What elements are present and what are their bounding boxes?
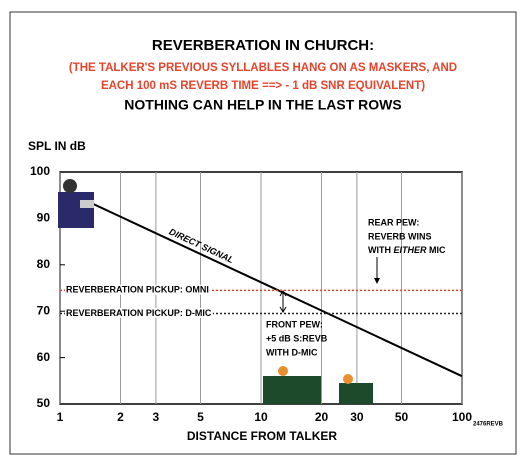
- x-axis-label: DISTANCE FROM TALKER: [187, 429, 338, 443]
- label-background: [65, 284, 210, 295]
- arrow-head: [374, 278, 380, 284]
- annotation: WITH D-MIC: [266, 347, 318, 357]
- y-tick-label: 80: [37, 257, 51, 271]
- x-tick-label: 2: [117, 410, 124, 424]
- x-tick-label: 1: [57, 410, 64, 424]
- front-pew: [263, 376, 321, 404]
- annotation: EITHER: [394, 245, 428, 255]
- y-tick-label: 100: [30, 164, 50, 178]
- annotation: FRONT PEW:: [266, 319, 323, 329]
- y-axis-label: SPL IN dB: [28, 139, 86, 153]
- x-tick-label: 50: [395, 410, 409, 424]
- annotation: WITH EITHER MIC: [368, 245, 446, 255]
- annotation: REAR PEW:: [368, 217, 419, 227]
- series-label: REVERBERATION PICKUP: OMNI: [66, 285, 209, 295]
- annotation: MIC: [427, 245, 446, 255]
- y-tick-label: 90: [37, 211, 51, 225]
- x-tick-label: 10: [254, 410, 268, 424]
- headline: NOTHING CAN HELP IN THE LAST ROWS: [124, 97, 401, 113]
- rear-pew: [339, 383, 373, 404]
- figure-code: 2476REVB: [473, 422, 504, 428]
- series-label: REVERBERATION PICKUP: D-MIC: [66, 308, 212, 318]
- annotation: REVERB WINS: [368, 231, 432, 241]
- x-tick-label: 5: [197, 410, 204, 424]
- listener: [278, 366, 288, 376]
- subtitle: (THE TALKER'S PREVIOUS SYLLABLES HANG ON…: [69, 62, 457, 74]
- chart-title: REVERBERATION IN CHURCH:: [152, 37, 374, 54]
- y-tick-label: 70: [37, 303, 51, 317]
- x-tick-label: 20: [315, 410, 329, 424]
- series-line: [88, 201, 463, 378]
- annotation: WITH: [368, 245, 394, 255]
- y-tick-label: 50: [37, 396, 51, 410]
- x-tick-label: 100: [452, 410, 472, 424]
- label-background: [65, 307, 213, 318]
- x-tick-label: 3: [153, 410, 160, 424]
- x-tick-label: 30: [350, 410, 364, 424]
- y-tick-label: 60: [37, 350, 51, 364]
- talker-icon: [58, 179, 94, 228]
- subtitle: EACH 100 mS REVERB TIME ==> - 1 dB SNR E…: [101, 80, 425, 92]
- annotation: +5 dB S:REVB: [266, 333, 328, 343]
- listener: [343, 374, 353, 384]
- arrow-head: [279, 290, 287, 313]
